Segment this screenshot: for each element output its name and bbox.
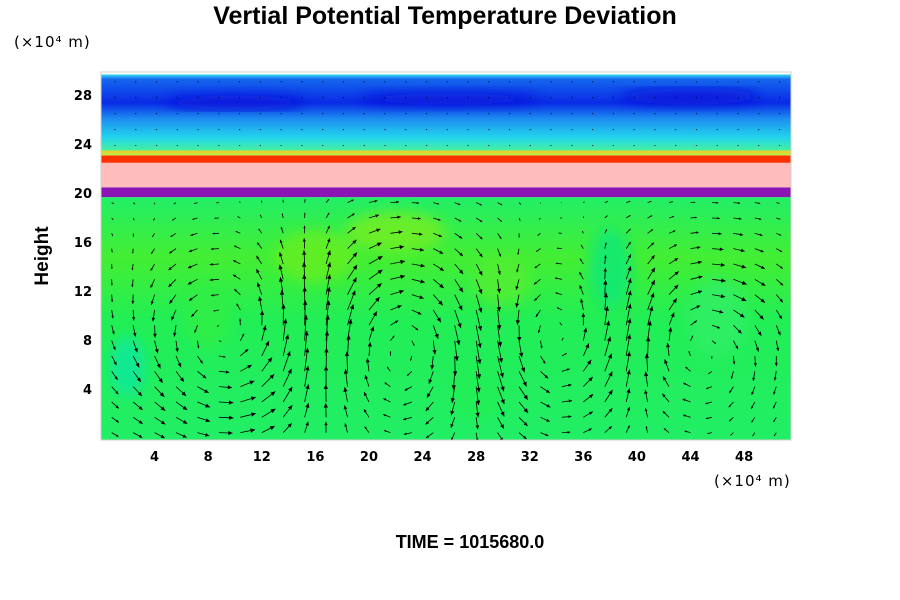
x-axis-unit-label: (×10⁴ m): [714, 472, 791, 490]
layer-4: [101, 74, 791, 156]
chart-title: Vertial Potential Temperature Deviation: [213, 2, 677, 30]
x-tick-label: 40: [627, 450, 646, 465]
x-tick-label: 24: [413, 450, 432, 465]
y-tick-label: 28: [73, 88, 92, 104]
x-tick-label: 8: [203, 450, 213, 465]
y-axis-unit-label: (×10⁴ m): [14, 33, 91, 51]
y-tick-label: 4: [82, 382, 92, 398]
x-tick-label: 4: [150, 450, 160, 465]
x-tick-label: 36: [574, 450, 593, 465]
x-tick-label: 48: [735, 450, 754, 465]
layer-2: [101, 162, 791, 188]
time-label: TIME = 1015680.0: [395, 532, 545, 552]
y-tick-label: 8: [82, 333, 92, 349]
y-tick-label: 16: [73, 235, 92, 251]
x-tick-label: 12: [252, 450, 271, 465]
x-tick-label: 44: [681, 450, 700, 465]
layer-1: [101, 187, 791, 198]
x-tick-label: 20: [359, 450, 378, 465]
x-tick-label: 28: [467, 450, 486, 465]
layer-3: [101, 155, 791, 163]
y-tick-label: 20: [73, 186, 92, 202]
x-tick-label: 16: [306, 450, 325, 465]
y-tick-label: 24: [73, 137, 92, 153]
y-tick-label: 12: [73, 284, 92, 300]
x-tick-label: 32: [520, 450, 539, 465]
